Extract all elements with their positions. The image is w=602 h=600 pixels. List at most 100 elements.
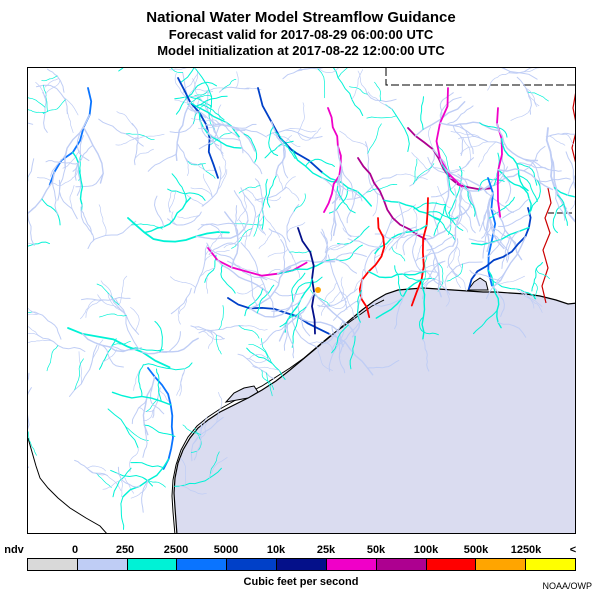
streamflow-map bbox=[27, 67, 576, 534]
river-segment bbox=[237, 194, 247, 222]
river-segment bbox=[402, 273, 435, 281]
legend-labels: ndv 0 250 2500 5000 10k 25k 50k 100k 500k 1250k < bbox=[0, 543, 602, 557]
river-segment bbox=[364, 246, 381, 275]
river-segment bbox=[505, 230, 520, 261]
river-segment bbox=[490, 207, 523, 261]
legend-label: 2500 bbox=[163, 544, 189, 556]
river-segment bbox=[346, 191, 358, 224]
river-segment bbox=[75, 172, 104, 188]
river-segment bbox=[260, 338, 273, 364]
river-segment bbox=[72, 151, 84, 212]
legend-label: 10k bbox=[266, 544, 286, 556]
river-segment bbox=[62, 150, 81, 169]
river-segment bbox=[207, 132, 240, 141]
river-segment bbox=[149, 386, 165, 415]
river-segment bbox=[284, 128, 317, 133]
river-segment bbox=[437, 185, 453, 209]
river-segment bbox=[117, 466, 141, 488]
river-segment bbox=[175, 101, 192, 162]
river-segment bbox=[143, 424, 176, 437]
river-segment bbox=[451, 188, 457, 222]
river-segment bbox=[76, 162, 82, 196]
legend-label: 500k bbox=[463, 544, 489, 556]
river-segment bbox=[425, 201, 472, 241]
river-segment bbox=[263, 196, 282, 202]
river-segment bbox=[141, 479, 149, 513]
river-segment bbox=[383, 199, 441, 221]
river-segment bbox=[420, 279, 426, 341]
river-segment bbox=[432, 201, 439, 235]
river-segment bbox=[567, 174, 575, 196]
river-segment bbox=[282, 176, 296, 191]
river-segment bbox=[459, 123, 474, 155]
river-segment bbox=[28, 313, 40, 316]
river-segment bbox=[394, 265, 404, 298]
river-segment bbox=[51, 181, 59, 215]
river-segment bbox=[195, 219, 249, 240]
legend-swatch bbox=[526, 559, 575, 570]
river-segment bbox=[516, 163, 538, 186]
river-segment bbox=[333, 300, 361, 321]
river-segment bbox=[147, 367, 174, 470]
river-segment bbox=[439, 92, 454, 120]
river-segment bbox=[426, 211, 459, 220]
river-segment bbox=[297, 127, 322, 141]
river-segment bbox=[69, 184, 75, 210]
river-segment bbox=[497, 168, 532, 216]
river-segment bbox=[168, 190, 177, 213]
river-segment bbox=[193, 422, 203, 461]
river-segment bbox=[337, 68, 348, 79]
river-segment bbox=[190, 427, 202, 453]
river-segment bbox=[28, 307, 40, 315]
river-segment bbox=[297, 305, 311, 337]
river-segment bbox=[263, 214, 281, 238]
river-segment bbox=[28, 332, 39, 336]
river-segment bbox=[373, 216, 393, 274]
river-segment bbox=[342, 227, 361, 237]
river-segment bbox=[28, 158, 35, 178]
river-segment bbox=[435, 87, 464, 189]
river-segment bbox=[437, 263, 444, 292]
credit-text: NOAA/OWP bbox=[542, 581, 592, 591]
river-segment bbox=[215, 334, 222, 355]
river-segment bbox=[37, 334, 86, 352]
legend-color-bar bbox=[27, 558, 576, 571]
river-segment bbox=[367, 359, 400, 369]
river-segment bbox=[525, 87, 538, 108]
river-segment bbox=[496, 123, 539, 162]
river-segment bbox=[249, 273, 258, 307]
river-segment bbox=[190, 325, 225, 340]
river-segment bbox=[486, 271, 506, 300]
river-segment bbox=[64, 114, 91, 169]
river-segment bbox=[291, 314, 300, 348]
river-segment bbox=[338, 167, 344, 201]
river-segment bbox=[479, 122, 508, 138]
state-border-ar-la bbox=[571, 92, 575, 163]
river-segment bbox=[159, 390, 172, 403]
legend-swatch bbox=[127, 559, 178, 570]
river-segment bbox=[341, 167, 354, 199]
river-segment bbox=[28, 387, 32, 430]
river-segment bbox=[289, 250, 312, 254]
river-segment bbox=[515, 288, 535, 309]
river-segment bbox=[249, 292, 297, 318]
river-segment bbox=[143, 362, 193, 371]
legend-label: < bbox=[569, 544, 577, 556]
river-segment bbox=[313, 292, 356, 338]
river-segment bbox=[222, 79, 237, 90]
river-segment bbox=[254, 276, 279, 284]
river-segment bbox=[154, 320, 163, 353]
river-segment bbox=[240, 147, 263, 175]
river-segment bbox=[227, 297, 331, 336]
river-segment bbox=[205, 233, 223, 256]
river-segment bbox=[176, 368, 186, 396]
river-segment bbox=[553, 187, 575, 198]
river-segment bbox=[460, 141, 489, 155]
legend-label: 1250k bbox=[510, 544, 542, 556]
river-segment bbox=[48, 87, 93, 186]
legend-label: 50k bbox=[366, 544, 386, 556]
river-segment bbox=[293, 68, 312, 74]
river-segment bbox=[279, 306, 307, 328]
river-segment bbox=[206, 276, 209, 294]
river-segment bbox=[67, 327, 171, 369]
